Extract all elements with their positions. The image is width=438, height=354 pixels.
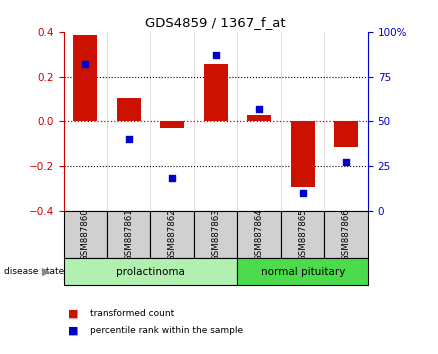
Text: GSM887862: GSM887862 bbox=[168, 208, 177, 261]
Bar bbox=[117, 98, 141, 121]
Bar bbox=[247, 115, 271, 121]
Text: ■: ■ bbox=[68, 308, 78, 318]
FancyBboxPatch shape bbox=[64, 211, 107, 258]
FancyBboxPatch shape bbox=[325, 211, 368, 258]
Text: prolactinoma: prolactinoma bbox=[116, 267, 185, 277]
Text: percentile rank within the sample: percentile rank within the sample bbox=[90, 326, 243, 336]
Bar bbox=[291, 121, 314, 187]
FancyBboxPatch shape bbox=[237, 258, 368, 285]
Text: disease state: disease state bbox=[4, 267, 65, 276]
Point bbox=[125, 136, 132, 142]
FancyBboxPatch shape bbox=[151, 211, 194, 258]
Title: GDS4859 / 1367_f_at: GDS4859 / 1367_f_at bbox=[145, 16, 286, 29]
FancyBboxPatch shape bbox=[194, 211, 237, 258]
Text: ■: ■ bbox=[68, 326, 78, 336]
FancyBboxPatch shape bbox=[281, 211, 325, 258]
Point bbox=[343, 160, 350, 165]
FancyBboxPatch shape bbox=[64, 258, 237, 285]
Point bbox=[299, 190, 306, 195]
Bar bbox=[204, 64, 228, 121]
Point bbox=[256, 106, 263, 112]
Text: transformed count: transformed count bbox=[90, 309, 174, 318]
Text: GSM887860: GSM887860 bbox=[81, 208, 90, 261]
Bar bbox=[160, 121, 184, 128]
Text: GSM887865: GSM887865 bbox=[298, 208, 307, 261]
FancyBboxPatch shape bbox=[237, 211, 281, 258]
Point bbox=[212, 52, 219, 58]
Point bbox=[169, 176, 176, 181]
Bar bbox=[334, 121, 358, 147]
Text: normal pituitary: normal pituitary bbox=[261, 267, 345, 277]
FancyBboxPatch shape bbox=[107, 211, 151, 258]
Text: GSM887861: GSM887861 bbox=[124, 208, 133, 261]
Text: GSM887864: GSM887864 bbox=[255, 208, 264, 261]
Text: GSM887866: GSM887866 bbox=[342, 208, 351, 261]
Text: ▶: ▶ bbox=[42, 267, 50, 276]
Point bbox=[82, 61, 89, 67]
Bar bbox=[73, 35, 97, 121]
Text: GSM887863: GSM887863 bbox=[211, 208, 220, 261]
